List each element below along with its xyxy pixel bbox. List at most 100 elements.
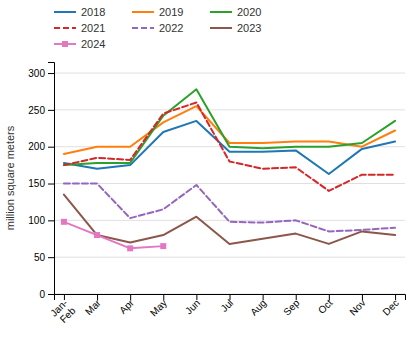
y-tick: 200 [28, 141, 54, 152]
y-axis-title: million square meters [4, 125, 16, 230]
x-tick: Nov [347, 294, 367, 318]
grid-line [54, 220, 405, 221]
chart-container: 050100150200250300Jan-FebMarAprMayJunJul… [0, 0, 419, 340]
legend-label: 2019 [159, 6, 183, 18]
x-tick-mark [163, 294, 164, 300]
legend-swatch [210, 27, 232, 29]
x-tick: Dec [381, 294, 401, 318]
x-tick-mark [97, 294, 98, 300]
series-line [64, 184, 395, 232]
x-tick-label-line: Jul [218, 297, 235, 314]
x-tick-label-line: Nov [347, 297, 367, 317]
chart: 050100150200250300Jan-FebMarAprMayJunJul… [0, 0, 419, 340]
legend-item: 2018 [54, 6, 105, 18]
legend-label: 2022 [159, 22, 183, 34]
x-tick-mark [130, 294, 131, 300]
y-tick-label: 250 [28, 105, 45, 116]
x-tick-label-line: Dec [381, 297, 401, 317]
x-tick: Apr [117, 294, 136, 316]
y-tick-mark [48, 294, 54, 295]
y-tick-mark [48, 220, 54, 221]
legend-item: 2021 [54, 22, 105, 34]
x-tick-label-line: Apr [117, 297, 136, 316]
x-tick-mark [395, 294, 396, 300]
y-tick-mark [48, 184, 54, 185]
x-tick: Jan-Feb [48, 294, 78, 326]
x-tick-label: Sep [281, 297, 302, 318]
x-tick: Mar [83, 294, 103, 317]
series-line [64, 222, 163, 249]
x-tick-mark [196, 294, 197, 300]
legend-label: 2020 [237, 6, 261, 18]
legend-swatch [132, 11, 154, 13]
y-tick-label: 100 [28, 215, 45, 226]
marker [61, 219, 67, 225]
legend-label: 2018 [81, 6, 105, 18]
x-tick-label-line: Feb [58, 305, 78, 325]
grid-line [54, 73, 405, 74]
legend-label: 2023 [237, 22, 261, 34]
x-tick-label: Dec [381, 297, 401, 317]
x-tick-label-line: Oct [316, 297, 335, 316]
x-axis: Jan-FebMar Apr May Jun Jul Aug Sep Oct Nov Dec [48, 294, 405, 326]
y-axis: 050100150200250300 [28, 63, 54, 300]
y-tick-label: 200 [28, 141, 45, 152]
x-tick-label-line: Mar [83, 297, 103, 317]
x-tick-label-line: Sep [281, 297, 302, 318]
y-tick-label: 0 [39, 289, 45, 300]
grid-line [54, 109, 405, 110]
x-tick-mark [64, 294, 65, 300]
legend-marker [62, 41, 68, 47]
x-tick: Aug [248, 294, 268, 318]
y-tick-label: 50 [34, 252, 46, 263]
x-tick-mark [362, 294, 363, 300]
x-tick-label: Jan-Feb [48, 297, 78, 327]
x-tick-mark [263, 294, 264, 300]
x-tick-label: Jul [218, 297, 235, 314]
x-tick-label-line: Aug [248, 297, 268, 317]
marker [127, 245, 133, 251]
legend-item: 2020 [210, 6, 261, 18]
x-tick-label: Nov [347, 297, 367, 317]
y-tick: 100 [28, 215, 54, 226]
x-tick: Sep [281, 294, 302, 318]
x-tick: Jul [218, 294, 235, 314]
x-tick-mark [230, 294, 231, 300]
marker [160, 243, 166, 249]
x-tick: Oct [316, 294, 335, 316]
series-line [64, 195, 395, 244]
x-tick-label: Aug [248, 297, 268, 317]
grid [54, 73, 405, 294]
legend-item: 2019 [132, 6, 183, 18]
series-line [64, 89, 395, 165]
series-line [64, 103, 395, 191]
x-tick-label-line: Jun [183, 297, 202, 316]
x-tick-label-line: May [148, 297, 169, 318]
legend-swatch [54, 11, 76, 13]
legend-label: 2024 [81, 38, 105, 50]
x-tick-label: Oct [316, 297, 335, 316]
x-axis-line [55, 295, 406, 301]
legend-label: 2021 [81, 22, 105, 34]
y-tick: 50 [34, 252, 54, 263]
marker [94, 232, 100, 238]
y-axis-line [48, 63, 55, 295]
x-tick-label: May [148, 297, 169, 318]
legend-item: 2022 [132, 22, 183, 34]
y-tick-label: 150 [28, 178, 45, 189]
grid-line [54, 257, 405, 258]
legend-swatch [54, 27, 76, 29]
y-tick-mark [48, 73, 54, 74]
y-tick: 250 [28, 105, 54, 116]
legend-swatch [132, 27, 154, 29]
y-tick: 0 [39, 289, 54, 300]
legend-item: 2024 [54, 38, 105, 50]
plot-area [61, 89, 395, 251]
x-tick-label: Jun [183, 297, 202, 316]
legend-item: 2023 [210, 22, 261, 34]
x-tick: Jun [183, 294, 202, 316]
x-tick-mark [329, 294, 330, 300]
x-tick: May [148, 294, 169, 318]
x-tick-label: Mar [83, 297, 103, 317]
grid-line [54, 183, 405, 184]
